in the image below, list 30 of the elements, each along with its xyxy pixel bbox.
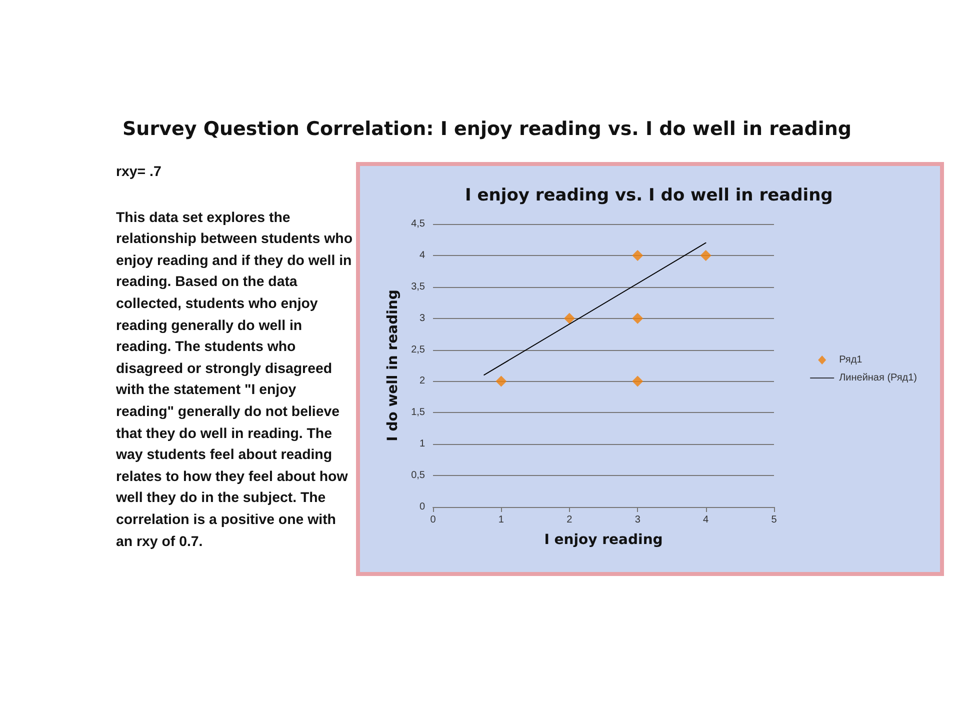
text: rxy= .7 (116, 163, 162, 182)
point (564, 312, 575, 324)
x-tick-label: 0 (430, 514, 436, 526)
y-tick-label: 1 (419, 438, 426, 450)
x-tick-label: 1 (498, 514, 504, 526)
y-tick-label: 1,5 (411, 407, 426, 418)
y-tick-label: 3,5 (411, 281, 426, 292)
chart-title: Survey Question Correlation: I enjoy reading vs. I do well in reading (122, 118, 852, 140)
y-tick-label: 3 (419, 312, 426, 324)
x-tick-label: 5 (771, 514, 778, 526)
point (632, 376, 644, 387)
point (632, 250, 644, 261)
y-tick-label: 4 (419, 250, 426, 261)
y-tick-label: 0 (419, 502, 426, 512)
x-tick-label: 2 (566, 514, 573, 526)
x-tick-label: 4 (703, 514, 710, 526)
point (496, 376, 507, 387)
legend-label: Ряд1 (839, 354, 863, 366)
y-tick-label: 0,5 (411, 470, 426, 482)
legend-label: Линейная (Ряд1) (839, 372, 917, 384)
point (632, 312, 644, 324)
y-tick-label: 4,5 (411, 218, 426, 230)
text: This data set explores the relationship between students who enjoy reading and if they do well in reading. Based on the data collected, students who enjoy reading generally do well in reading. The students who disagreed or strongly disagreed with the statement "I enjoy reading" generally do not believe that they do well in reading. The way students feel about reading relates to how they feel about how well they do in the subject. The correlation is a positive one with an rxy of 0.7. (116, 210, 352, 550)
chart-subtitle: I enjoy reading vs. I do well in reading (465, 186, 833, 206)
point (700, 250, 712, 261)
x-tick-label: 3 (634, 514, 641, 526)
x-axis-title: I enjoy reading (544, 532, 663, 548)
y-tick-label: 2,5 (411, 344, 426, 356)
y-axis-title: I do well in reading (385, 290, 402, 442)
y-tick-label: 2 (419, 376, 426, 387)
